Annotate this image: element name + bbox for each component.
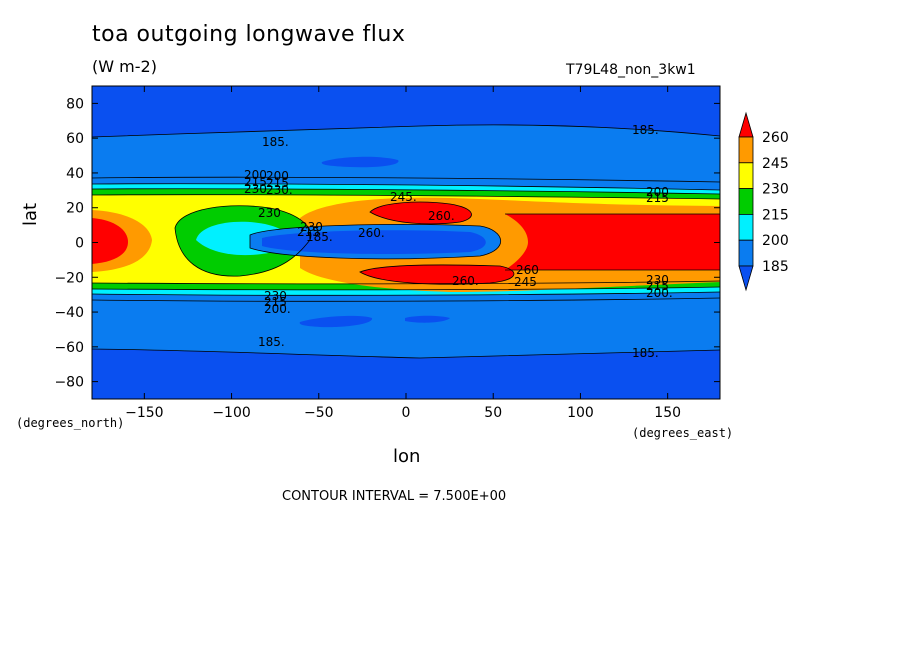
filled-contour-field: 185. 185. 185. 185. 200 215 230. 200 215… — [92, 86, 720, 399]
contour-label: 260. — [428, 209, 455, 223]
contour-label: 200 — [244, 168, 267, 182]
x-axis-label: lon — [393, 446, 421, 467]
x-tick-label: −100 — [212, 405, 250, 421]
y-tick-label: 40 — [66, 166, 84, 182]
fill-above-260-north — [370, 202, 472, 224]
contour-label: 185. — [258, 335, 285, 349]
colorbar-label: 245 — [762, 156, 789, 172]
fill-blob-north — [321, 156, 399, 168]
contour-label: 260. — [358, 226, 385, 240]
y-tick-label: 60 — [66, 131, 84, 147]
contour-interval-label: CONTOUR INTERVAL = 7.500E+00 — [282, 489, 507, 504]
x-tick-label: 150 — [654, 405, 681, 421]
colorbar: 260 245 230 215 200 185 — [738, 111, 789, 292]
y-tick-label: 0 — [75, 236, 84, 252]
contour-label: 230 — [244, 182, 267, 196]
contour-label: 245 — [514, 275, 537, 289]
colorbar-swatch — [738, 162, 754, 190]
contour-label: 200 — [646, 185, 669, 199]
x-tick-label: 0 — [402, 405, 411, 421]
y-tick-label: 80 — [66, 96, 84, 112]
chart-title: toa outgoing longwave flux — [92, 22, 406, 47]
contour-label: 215 — [264, 295, 287, 309]
lon-unit-note: (degrees_east) — [632, 426, 734, 440]
y-tick-label: −20 — [54, 270, 84, 286]
x-tick-label: −50 — [304, 405, 334, 421]
fill-above-260-east — [505, 214, 720, 270]
contour-label: 230. — [266, 183, 293, 197]
contour-label: 215 — [244, 175, 267, 189]
contour-label: 215 — [297, 225, 320, 239]
colorbar-label: 200 — [762, 233, 789, 249]
contour-label: 215 — [646, 191, 669, 205]
contour-label: 200. — [646, 286, 673, 300]
x-tick-label: 50 — [484, 405, 502, 421]
contour-label: 200. — [264, 302, 291, 316]
contour-label: 215 — [646, 279, 669, 293]
contour-label-group: 185. 185. 185. 185. 200 215 230. 200 215… — [244, 123, 673, 360]
fill-above-260-west — [92, 218, 128, 264]
fill-equatorial-core — [262, 230, 486, 254]
contour-label: 185. — [306, 230, 333, 244]
y-tick-label: −40 — [54, 305, 84, 321]
x-tick-label: −150 — [125, 405, 163, 421]
colorbar-triangle-bottom — [738, 265, 754, 292]
x-axis: −150 −100 −50 0 50 100 150 — [125, 86, 681, 421]
contour-label: 185. — [262, 135, 289, 149]
colorbar-swatch — [738, 213, 754, 241]
contour-label: 230 — [646, 273, 669, 287]
contour-label: 230 — [264, 289, 287, 303]
y-tick-label: −80 — [54, 375, 84, 391]
colorbar-label: 260 — [762, 130, 789, 146]
contour-lines — [92, 124, 720, 359]
colorbar-swatch — [738, 136, 754, 164]
colorbar-label: 185 — [762, 259, 789, 275]
contour-label: 185. — [632, 123, 659, 137]
colorbar-triangle-top — [738, 111, 754, 138]
fill-blob-south-2 — [405, 315, 450, 323]
x-tick-label: 100 — [567, 405, 594, 421]
contour-label: 230 — [258, 206, 281, 220]
lat-unit-note: (degrees_north) — [16, 416, 125, 430]
colorbar-label: 215 — [762, 207, 789, 223]
y-tick-label: −60 — [54, 340, 84, 356]
y-tick-label: 20 — [66, 201, 84, 217]
contour-label: 260 — [516, 263, 539, 277]
contour-label: 185. — [632, 346, 659, 360]
contour-label: 230 — [300, 220, 323, 234]
fill-above-260-south — [360, 264, 514, 285]
contour-label: 245. — [390, 190, 417, 204]
colorbar-swatch — [738, 239, 754, 267]
contour-label: 200 — [266, 169, 289, 183]
colorbar-swatch — [738, 188, 754, 215]
run-id-label: T79L48_non_3kw1 — [566, 62, 696, 78]
contour-label: 215 — [266, 176, 289, 190]
units-label: (W m-2) — [92, 57, 157, 76]
colorbar-label: 230 — [762, 182, 789, 198]
contour-label: 260. — [452, 274, 479, 288]
fill-blob-south-1 — [299, 315, 373, 328]
